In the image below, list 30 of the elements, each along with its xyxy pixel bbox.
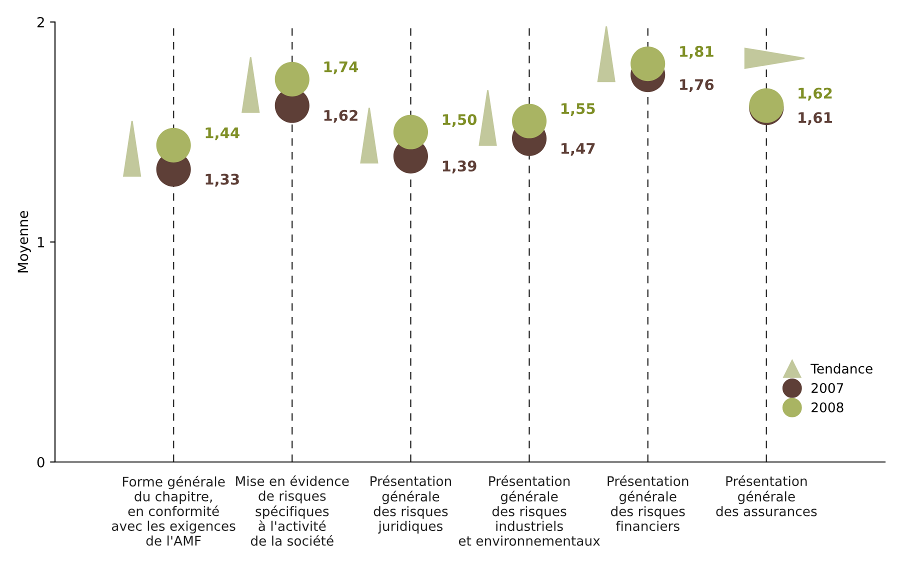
data-label: 1,81 [680, 46, 714, 59]
data-label: 1,39 [442, 160, 476, 174]
x-tick-label: Présentation générale des risques industriels et environnementaux [458, 475, 600, 546]
data-label: 1,47 [561, 143, 595, 156]
data-label: 1,62 [324, 110, 358, 123]
y-tick-label: 0 [37, 456, 44, 468]
x-tick-label: Présentation générale des assurances [716, 475, 817, 516]
annotation: Tendance [810, 363, 872, 374]
point [630, 46, 666, 82]
data-label: 1,33 [206, 174, 239, 187]
point [274, 62, 310, 96]
y-tick-label: 2 [37, 16, 44, 28]
data-label: 1,62 [798, 88, 832, 101]
x-tick-label: Mise en évidence de risques spécifiques à l'activité de la société [236, 475, 349, 546]
point [156, 128, 191, 162]
data-label: 1,44 [206, 127, 240, 140]
data-label: 1,61 [798, 112, 832, 126]
legend-label: 2007 [812, 383, 844, 393]
data-label: 1,74 [324, 61, 358, 74]
point [512, 104, 547, 138]
data-label: 1,55 [561, 103, 595, 116]
x-tick-label: Présentation générale des risques financiers [608, 475, 688, 532]
legend-label: 2008 [812, 402, 844, 412]
data-label: 1,50 [442, 114, 477, 127]
x-tick-label: Forme générale du chapitre, en conformité avec les exigences de l'AMF [112, 476, 236, 546]
point [393, 114, 428, 150]
x-tick-label: Présentation générale des risques juridiques [370, 475, 452, 534]
y-axis-title: Moyenne [18, 211, 31, 272]
data-label: 1,76 [680, 79, 714, 92]
y-tick-label: 1 [38, 237, 44, 248]
